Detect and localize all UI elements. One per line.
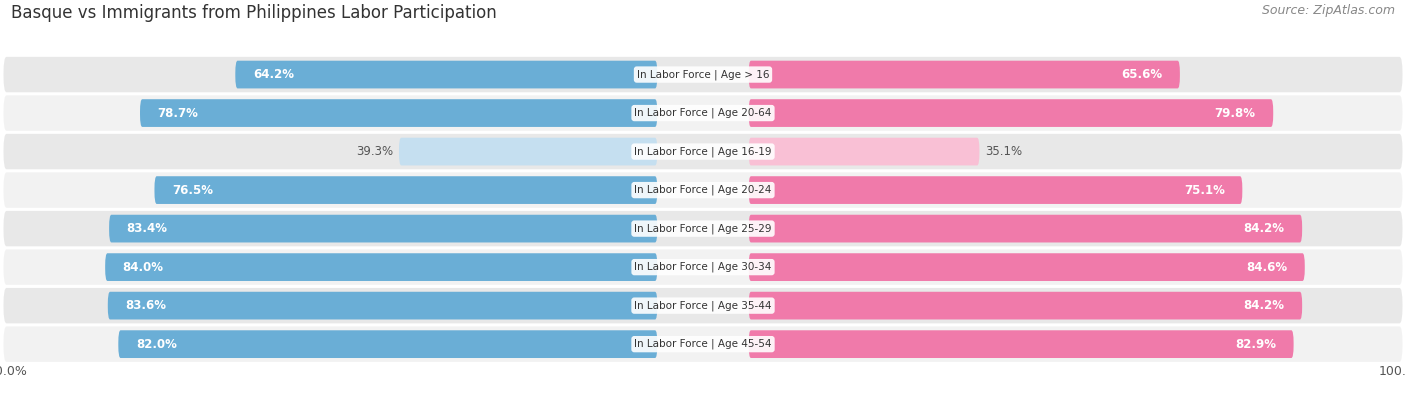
Text: 75.1%: 75.1% (1184, 184, 1225, 197)
Text: 82.9%: 82.9% (1234, 338, 1277, 351)
Text: 100.0%: 100.0% (0, 365, 28, 378)
Text: 84.2%: 84.2% (1243, 299, 1285, 312)
Text: In Labor Force | Age 30-34: In Labor Force | Age 30-34 (634, 262, 772, 273)
Text: Source: ZipAtlas.com: Source: ZipAtlas.com (1261, 4, 1395, 17)
Text: In Labor Force | Age 25-29: In Labor Force | Age 25-29 (634, 223, 772, 234)
FancyBboxPatch shape (110, 215, 657, 243)
Text: In Labor Force | Age 20-24: In Labor Force | Age 20-24 (634, 185, 772, 196)
Text: 78.7%: 78.7% (157, 107, 198, 120)
Text: In Labor Force | Age 45-54: In Labor Force | Age 45-54 (634, 339, 772, 350)
Text: 64.2%: 64.2% (253, 68, 294, 81)
FancyBboxPatch shape (749, 215, 1302, 243)
FancyBboxPatch shape (749, 138, 980, 166)
Text: 76.5%: 76.5% (172, 184, 214, 197)
FancyBboxPatch shape (749, 99, 1274, 127)
Text: 79.8%: 79.8% (1215, 107, 1256, 120)
FancyBboxPatch shape (749, 330, 1294, 358)
FancyBboxPatch shape (3, 211, 1403, 246)
FancyBboxPatch shape (3, 288, 1403, 324)
Text: 82.0%: 82.0% (136, 338, 177, 351)
Text: 84.6%: 84.6% (1246, 261, 1288, 274)
FancyBboxPatch shape (399, 138, 657, 166)
Text: 35.1%: 35.1% (986, 145, 1022, 158)
FancyBboxPatch shape (3, 134, 1403, 169)
Text: In Labor Force | Age 20-64: In Labor Force | Age 20-64 (634, 108, 772, 118)
FancyBboxPatch shape (235, 61, 657, 88)
FancyBboxPatch shape (108, 292, 657, 320)
Text: 39.3%: 39.3% (356, 145, 394, 158)
FancyBboxPatch shape (3, 326, 1403, 362)
FancyBboxPatch shape (141, 99, 657, 127)
Text: In Labor Force | Age 16-19: In Labor Force | Age 16-19 (634, 146, 772, 157)
FancyBboxPatch shape (3, 95, 1403, 131)
Text: In Labor Force | Age > 16: In Labor Force | Age > 16 (637, 69, 769, 80)
FancyBboxPatch shape (155, 176, 657, 204)
FancyBboxPatch shape (118, 330, 657, 358)
FancyBboxPatch shape (749, 253, 1305, 281)
FancyBboxPatch shape (105, 253, 657, 281)
FancyBboxPatch shape (749, 61, 1180, 88)
Text: 100.0%: 100.0% (1378, 365, 1406, 378)
Text: Basque vs Immigrants from Philippines Labor Participation: Basque vs Immigrants from Philippines La… (11, 4, 496, 22)
FancyBboxPatch shape (749, 176, 1243, 204)
Text: 84.2%: 84.2% (1243, 222, 1285, 235)
FancyBboxPatch shape (3, 172, 1403, 208)
Text: In Labor Force | Age 35-44: In Labor Force | Age 35-44 (634, 300, 772, 311)
Text: 84.0%: 84.0% (122, 261, 163, 274)
Text: 83.4%: 83.4% (127, 222, 167, 235)
FancyBboxPatch shape (3, 57, 1403, 92)
Text: 83.6%: 83.6% (125, 299, 166, 312)
Text: 65.6%: 65.6% (1121, 68, 1163, 81)
FancyBboxPatch shape (749, 292, 1302, 320)
FancyBboxPatch shape (3, 249, 1403, 285)
